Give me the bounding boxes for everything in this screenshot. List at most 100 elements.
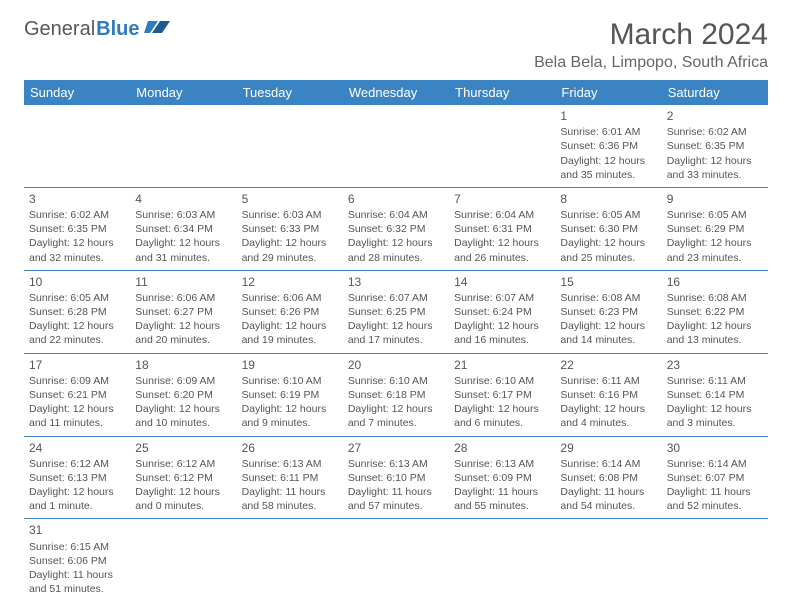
day-header-cell: Saturday bbox=[662, 80, 768, 105]
day-cell: 31 Sunrise: 6:15 AMSunset: 6:06 PMDayligh… bbox=[24, 519, 130, 601]
day-cell: 25Sunrise: 6:12 AMSunset: 6:12 PMDayligh… bbox=[130, 437, 236, 519]
day-number: 17 bbox=[29, 357, 125, 373]
sunset-text: Sunset: 6:06 PM bbox=[29, 554, 125, 568]
sunrise-text: Sunrise: 6:10 AM bbox=[348, 374, 444, 388]
sunset-text: Sunset: 6:14 PM bbox=[667, 388, 763, 402]
day-cell bbox=[343, 105, 449, 187]
sunset-text: Sunset: 6:24 PM bbox=[454, 305, 550, 319]
sunrise-text: Sunrise: 6:14 AM bbox=[560, 457, 656, 471]
day-header-cell: Tuesday bbox=[237, 80, 343, 105]
day-cell bbox=[130, 105, 236, 187]
sunset-text: Sunset: 6:35 PM bbox=[29, 222, 125, 236]
sunrise-text: Sunrise: 6:11 AM bbox=[560, 374, 656, 388]
sunset-text: Sunset: 6:36 PM bbox=[560, 139, 656, 153]
sunrise-text: Sunrise: 6:06 AM bbox=[135, 291, 231, 305]
daylight-text: Daylight: 12 hours and 23 minutes. bbox=[667, 236, 763, 264]
sunset-text: Sunset: 6:21 PM bbox=[29, 388, 125, 402]
day-cell bbox=[130, 519, 236, 601]
daylight-text: Daylight: 12 hours and 31 minutes. bbox=[135, 236, 231, 264]
day-cell: 7Sunrise: 6:04 AMSunset: 6:31 PMDaylight… bbox=[449, 188, 555, 270]
day-cell: 13Sunrise: 6:07 AMSunset: 6:25 PMDayligh… bbox=[343, 271, 449, 353]
sunrise-text: Sunrise: 6:05 AM bbox=[667, 208, 763, 222]
flag-icon bbox=[144, 18, 172, 41]
sunset-text: Sunset: 6:19 PM bbox=[242, 388, 338, 402]
day-cell: 9Sunrise: 6:05 AMSunset: 6:29 PMDaylight… bbox=[662, 188, 768, 270]
day-header-cell: Friday bbox=[555, 80, 661, 105]
day-cell: 27Sunrise: 6:13 AMSunset: 6:10 PMDayligh… bbox=[343, 437, 449, 519]
daylight-text: Daylight: 12 hours and 28 minutes. bbox=[348, 236, 444, 264]
day-number: 9 bbox=[667, 191, 763, 207]
sunset-text: Sunset: 6:28 PM bbox=[29, 305, 125, 319]
sunset-text: Sunset: 6:26 PM bbox=[242, 305, 338, 319]
header: General Blue March 2024 Bela Bela, Limpo… bbox=[24, 18, 768, 72]
sunrise-text: Sunrise: 6:02 AM bbox=[667, 125, 763, 139]
day-cell bbox=[449, 519, 555, 601]
week-row: 31 Sunrise: 6:15 AMSunset: 6:06 PMDayligh… bbox=[24, 519, 768, 601]
day-number: 4 bbox=[135, 191, 231, 207]
day-number: 29 bbox=[560, 440, 656, 456]
sunrise-text: Sunrise: 6:12 AM bbox=[29, 457, 125, 471]
day-cell: 15Sunrise: 6:08 AMSunset: 6:23 PMDayligh… bbox=[555, 271, 661, 353]
sunset-text: Sunset: 6:25 PM bbox=[348, 305, 444, 319]
day-number: 5 bbox=[242, 191, 338, 207]
sunset-text: Sunset: 6:17 PM bbox=[454, 388, 550, 402]
week-row: 24Sunrise: 6:12 AMSunset: 6:13 PMDayligh… bbox=[24, 437, 768, 520]
sunrise-text: Sunrise: 6:09 AM bbox=[135, 374, 231, 388]
logo-blue: Blue bbox=[96, 18, 139, 41]
day-number: 25 bbox=[135, 440, 231, 456]
day-number: 21 bbox=[454, 357, 550, 373]
sunset-text: Sunset: 6:29 PM bbox=[667, 222, 763, 236]
daylight-text: Daylight: 12 hours and 1 minute. bbox=[29, 485, 125, 513]
day-cell: 1Sunrise: 6:01 AMSunset: 6:36 PMDaylight… bbox=[555, 105, 661, 187]
day-cell: 30Sunrise: 6:14 AMSunset: 6:07 PMDayligh… bbox=[662, 437, 768, 519]
day-header-cell: Wednesday bbox=[343, 80, 449, 105]
daylight-text: Daylight: 12 hours and 29 minutes. bbox=[242, 236, 338, 264]
day-number: 22 bbox=[560, 357, 656, 373]
sunset-text: Sunset: 6:23 PM bbox=[560, 305, 656, 319]
day-number: 12 bbox=[242, 274, 338, 290]
week-row: 17 Sunrise: 6:09 AM Sunset: 6:21 PM Dayligh… bbox=[24, 354, 768, 437]
sunset-text: Sunset: 6:10 PM bbox=[348, 471, 444, 485]
day-number: 30 bbox=[667, 440, 763, 456]
daylight-text: Daylight: 12 hours and 3 minutes. bbox=[667, 402, 763, 430]
month-title: March 2024 bbox=[534, 18, 768, 52]
sunrise-text: Sunrise: 6:08 AM bbox=[667, 291, 763, 305]
day-number: 31 bbox=[29, 522, 125, 538]
day-number: 7 bbox=[454, 191, 550, 207]
day-header-cell: Thursday bbox=[449, 80, 555, 105]
sunrise-text: Sunrise: 6:15 AM bbox=[29, 540, 125, 554]
sunset-text: Sunset: 6:33 PM bbox=[242, 222, 338, 236]
daylight-text: Daylight: 11 hours and 57 minutes. bbox=[348, 485, 444, 513]
day-cell bbox=[449, 105, 555, 187]
sunrise-text: Sunrise: 6:07 AM bbox=[454, 291, 550, 305]
daylight-text: Daylight: 11 hours and 54 minutes. bbox=[560, 485, 656, 513]
sunrise-text: Sunrise: 6:06 AM bbox=[242, 291, 338, 305]
day-cell: 22Sunrise: 6:11 AMSunset: 6:16 PMDayligh… bbox=[555, 354, 661, 436]
day-number: 18 bbox=[135, 357, 231, 373]
day-cell: 19Sunrise: 6:10 AMSunset: 6:19 PMDayligh… bbox=[237, 354, 343, 436]
sunrise-text: Sunrise: 6:10 AM bbox=[242, 374, 338, 388]
sunrise-text: Sunrise: 6:04 AM bbox=[348, 208, 444, 222]
daylight-text: Daylight: 11 hours and 55 minutes. bbox=[454, 485, 550, 513]
sunrise-text: Sunrise: 6:10 AM bbox=[454, 374, 550, 388]
day-number: 6 bbox=[348, 191, 444, 207]
day-cell: 2Sunrise: 6:02 AMSunset: 6:35 PMDaylight… bbox=[662, 105, 768, 187]
calendar: SundayMondayTuesdayWednesdayThursdayFrid… bbox=[24, 80, 768, 601]
logo-general: General bbox=[24, 18, 95, 41]
day-number: 8 bbox=[560, 191, 656, 207]
sunrise-text: Sunrise: 6:13 AM bbox=[454, 457, 550, 471]
sunset-text: Sunset: 6:30 PM bbox=[560, 222, 656, 236]
day-number: 2 bbox=[667, 108, 763, 124]
daylight-text: Daylight: 12 hours and 17 minutes. bbox=[348, 319, 444, 347]
sunrise-text: Sunrise: 6:04 AM bbox=[454, 208, 550, 222]
daylight-text: Daylight: 12 hours and 6 minutes. bbox=[454, 402, 550, 430]
day-cell: 21Sunrise: 6:10 AMSunset: 6:17 PMDayligh… bbox=[449, 354, 555, 436]
sunset-text: Sunset: 6:09 PM bbox=[454, 471, 550, 485]
day-number: 14 bbox=[454, 274, 550, 290]
day-number: 19 bbox=[242, 357, 338, 373]
day-number: 20 bbox=[348, 357, 444, 373]
daylight-text: Daylight: 11 hours and 51 minutes. bbox=[29, 568, 125, 596]
day-cell: 8Sunrise: 6:05 AMSunset: 6:30 PMDaylight… bbox=[555, 188, 661, 270]
sunset-text: Sunset: 6:34 PM bbox=[135, 222, 231, 236]
daylight-text: Daylight: 12 hours and 13 minutes. bbox=[667, 319, 763, 347]
